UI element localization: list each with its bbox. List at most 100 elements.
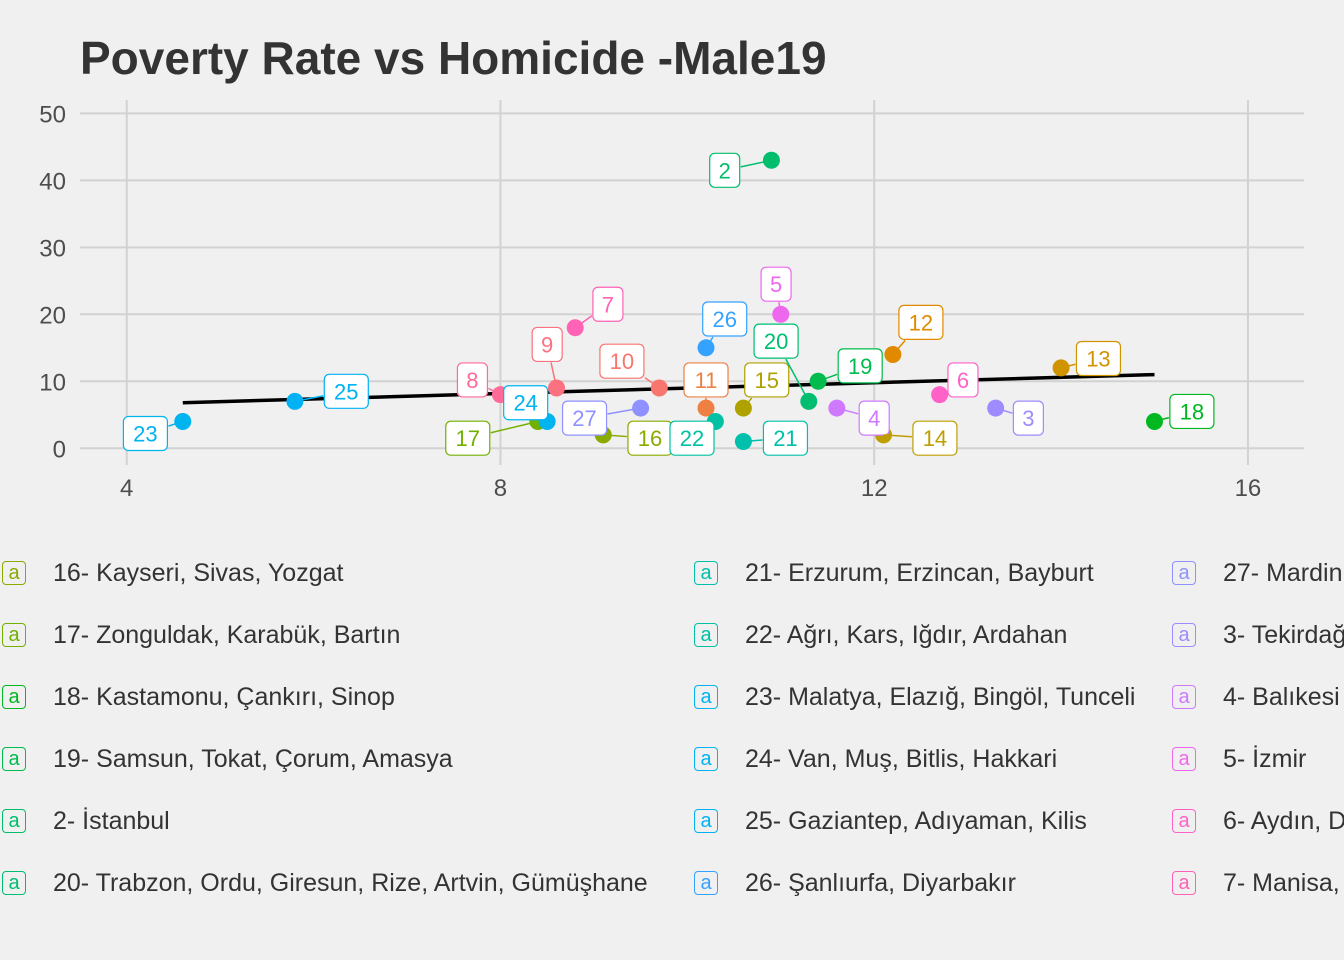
data-label-box <box>456 362 489 398</box>
data-label-box <box>947 362 979 398</box>
data-label-box <box>599 343 645 379</box>
data-label-box <box>561 400 608 436</box>
legend-item: a 2- İstanbul <box>2 801 170 841</box>
data-label-box <box>744 362 790 398</box>
data-label-box <box>709 152 741 188</box>
data-label-text: 27 <box>572 406 596 431</box>
data-label: 16 <box>627 420 673 456</box>
legend-label: 21- Erzurum, Erzincan, Bayburt <box>745 558 1094 587</box>
legend-label: 4- Balıkesi <box>1223 682 1340 711</box>
data-label-box <box>858 400 890 436</box>
legend-key-icon: a <box>1172 623 1196 647</box>
legend-label: 26- Şanlıurfa, Diyarbakır <box>745 868 1016 897</box>
label-connector <box>168 420 184 427</box>
label-connector <box>1154 416 1170 423</box>
y-tick-label: 30 <box>39 235 66 262</box>
label-connector <box>778 302 782 315</box>
data-label: 2 <box>709 152 741 188</box>
data-label-text: 13 <box>1086 347 1110 372</box>
label-connector <box>607 407 641 415</box>
legend-key-icon: a <box>2 685 26 709</box>
label-connector <box>742 397 753 409</box>
legend-item: a 17- Zonguldak, Karabük, Bartın <box>2 615 400 655</box>
x-axis-ticks: 4 8 12 16 <box>120 475 1261 502</box>
data-label-text: 7 <box>602 292 614 317</box>
legend-key-icon: a <box>2 809 26 833</box>
data-label-box <box>122 415 169 452</box>
legend-label: 16- Kayseri, Sivas, Yozgat <box>53 558 344 587</box>
data-label-text: 11 <box>695 368 718 393</box>
data-label: 22 <box>669 420 715 456</box>
legend-key-icon: a <box>694 809 718 833</box>
data-label-box <box>683 362 729 398</box>
legend-label: 18- Kastamonu, Çankırı, Sinop <box>53 682 395 711</box>
legend-label: 2- İstanbul <box>53 806 170 835</box>
y-tick-label: 20 <box>39 302 66 329</box>
legend-item: a 21- Erzurum, Erzincan, Bayburt <box>694 553 1094 593</box>
legend-item: a 19- Samsun, Tokat, Çorum, Amasya <box>2 739 453 779</box>
data-label-box <box>1012 400 1044 436</box>
data-label-text: 16 <box>638 426 662 451</box>
data-label: 26 <box>702 301 748 337</box>
legend-label: 19- Samsun, Tokat, Çorum, Amasya <box>53 744 453 773</box>
data-label-text: 17 <box>456 426 480 451</box>
label-connector <box>644 377 660 389</box>
legend-key-icon: a <box>694 623 718 647</box>
data-label-text: 8 <box>466 368 478 393</box>
data-label-box <box>323 373 369 409</box>
legend-item: a 25- Gaziantep, Adıyaman, Kilis <box>694 801 1087 841</box>
data-label-box <box>753 323 799 359</box>
data-label: 20 <box>753 323 799 359</box>
data-label: 10 <box>599 343 645 379</box>
legend-item: a 23- Malatya, Elazığ, Bingöl, Tunceli <box>694 677 1135 717</box>
data-label-text: 9 <box>541 332 553 357</box>
label-connector <box>817 373 838 382</box>
legend-key-icon: a <box>694 747 718 771</box>
data-label: 8 <box>456 362 489 398</box>
data-label-box <box>898 304 944 340</box>
legend-key-icon: a <box>1172 871 1196 895</box>
legend-item: a 7- Manisa, <box>1172 863 1340 903</box>
data-label-box <box>503 385 549 421</box>
y-tick-label: 0 <box>53 436 66 463</box>
label-connector <box>294 395 324 403</box>
label-connector <box>836 407 859 415</box>
y-tick-label: 40 <box>39 168 66 195</box>
data-label-text: 5 <box>770 272 782 297</box>
data-label: 15 <box>744 362 790 398</box>
x-tick-label: 8 <box>494 475 507 502</box>
data-label-text: 19 <box>848 354 872 379</box>
data-label-text: 4 <box>868 406 880 431</box>
data-label: 18 <box>1169 393 1215 430</box>
label-connector <box>1060 363 1076 369</box>
legend-label: 27- Mardin <box>1223 558 1343 587</box>
data-label: 25 <box>323 373 369 409</box>
legend-key-icon: a <box>694 871 718 895</box>
data-label-box <box>702 301 748 337</box>
data-label-box <box>1075 340 1122 377</box>
legend-key-icon: a <box>2 747 26 771</box>
label-connector <box>892 339 906 355</box>
chart-title: Poverty Rate vs Homicide -Male19 <box>80 32 827 84</box>
label-connector <box>545 420 548 423</box>
data-label-box <box>912 420 958 456</box>
data-label: 14 <box>912 420 958 456</box>
legend-label: 7- Manisa, <box>1223 868 1340 897</box>
legend-item: a 5- İzmir <box>1172 739 1306 779</box>
data-label-box <box>760 266 792 302</box>
legend-label: 20- Trabzon, Ordu, Giresun, Rize, Artvin… <box>53 868 648 897</box>
data-label-text: 23 <box>133 422 157 447</box>
legend-item: a 20- Trabzon, Ordu, Giresun, Rize, Artvi… <box>2 863 648 903</box>
data-point <box>931 386 949 404</box>
legend-label: 22- Ağrı, Kars, Iğdır, Ardahan <box>745 620 1068 649</box>
y-axis-ticks: 0 10 20 30 40 50 <box>39 101 66 463</box>
legend-item: a 16- Kayseri, Sivas, Yozgat <box>2 553 343 593</box>
data-label: 21 <box>762 420 809 456</box>
data-label: 7 <box>592 286 624 322</box>
data-label-text: 21 <box>773 426 797 451</box>
data-label: 6 <box>947 362 979 398</box>
label-connector <box>740 159 772 168</box>
legend-key-icon: a <box>694 561 718 585</box>
data-label-text: 10 <box>610 349 634 374</box>
data-label-text: 3 <box>1022 406 1034 431</box>
